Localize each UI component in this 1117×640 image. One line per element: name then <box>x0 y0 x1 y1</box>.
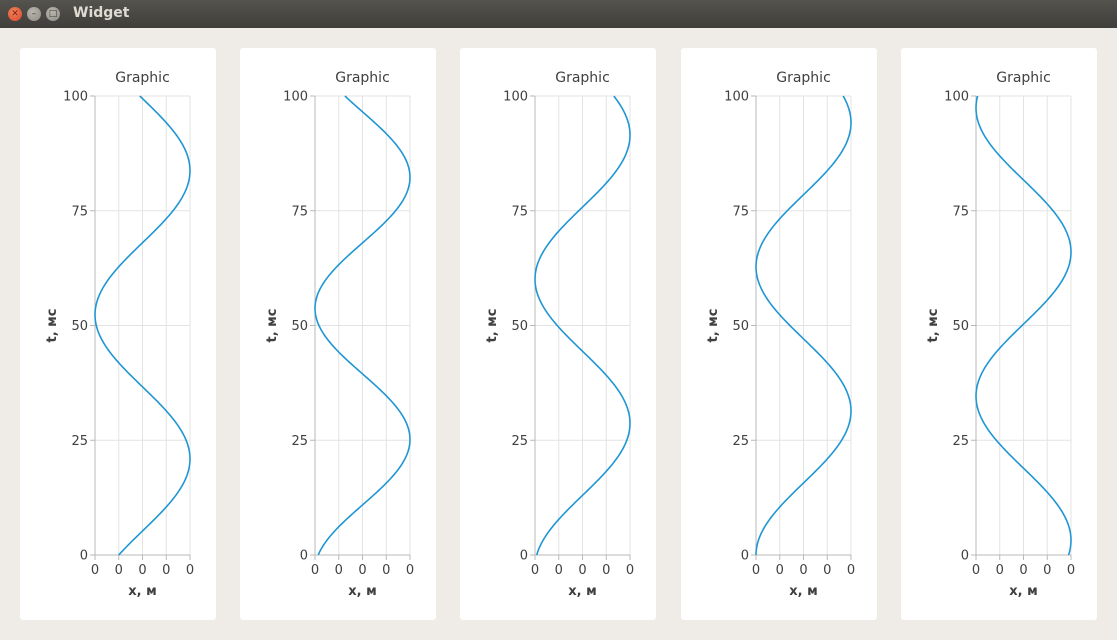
y-tick-label: 25 <box>291 434 308 449</box>
chart-title: Graphic <box>335 70 390 86</box>
y-tick-label: 75 <box>71 204 88 219</box>
chart-panel-1: Graphic 0 25 50 75 100 0 0 0 0 0 x, м t, мс <box>20 48 216 620</box>
y-tick-label: 0 <box>961 549 969 564</box>
x-tick-label: 0 <box>382 563 390 578</box>
y-tick-label: 75 <box>732 204 749 219</box>
x-tick-label: 0 <box>311 563 319 578</box>
data-series-line <box>534 95 631 556</box>
y-tick-label: 50 <box>71 319 88 334</box>
x-tick-label: 0 <box>358 563 366 578</box>
x-tick-label: 0 <box>752 563 760 578</box>
x-tick-label: 0 <box>115 563 123 578</box>
y-tick-label: 100 <box>63 90 88 105</box>
x-tick-label: 0 <box>1019 563 1027 578</box>
x-tick-label: 0 <box>996 563 1004 578</box>
close-window-button[interactable]: ✕ <box>8 7 22 21</box>
y-tick-label: 75 <box>511 204 528 219</box>
x-tick-label: 0 <box>162 563 170 578</box>
x-tick-label: 0 <box>626 563 634 578</box>
x-tick-label: 0 <box>602 563 610 578</box>
x-axis-label: x, м <box>568 584 596 599</box>
y-tick-label: 25 <box>511 434 528 449</box>
chart-panel-3: Graphic 0 25 50 75 100 0 0 0 0 0 x, м t, мс <box>460 48 656 620</box>
window-titlebar: ✕ – □ Widget <box>0 0 1117 28</box>
x-tick-label: 0 <box>186 563 194 578</box>
y-tick-label: 25 <box>732 434 749 449</box>
x-tick-label: 0 <box>531 563 539 578</box>
y-tick-label: 100 <box>503 90 528 105</box>
y-axis-label: t, мс <box>45 308 60 342</box>
y-tick-label: 0 <box>520 549 528 564</box>
y-tick-label: 25 <box>71 434 88 449</box>
x-tick-label: 0 <box>138 563 146 578</box>
data-series-line <box>975 95 1072 556</box>
y-tick-label: 100 <box>283 90 308 105</box>
y-tick-label: 100 <box>944 90 969 105</box>
y-tick-label: 75 <box>952 204 969 219</box>
y-axis-label: t, мс <box>265 308 280 342</box>
y-tick-label: 50 <box>952 319 969 334</box>
chart-panel-4: Graphic 0 25 50 75 100 0 0 0 0 0 x, м t, мс <box>681 48 877 620</box>
x-tick-label: 0 <box>847 563 855 578</box>
y-tick-label: 50 <box>511 319 528 334</box>
x-tick-label: 0 <box>406 563 414 578</box>
data-series-line <box>755 95 852 556</box>
maximize-window-button[interactable]: □ <box>46 7 60 21</box>
x-axis-label: x, м <box>789 584 817 599</box>
chart-title: Graphic <box>776 70 831 86</box>
y-tick-label: 50 <box>291 319 308 334</box>
data-series-line <box>94 95 191 556</box>
chart-title: Graphic <box>115 70 170 86</box>
y-tick-label: 0 <box>741 549 749 564</box>
x-tick-label: 0 <box>776 563 784 578</box>
x-tick-label: 0 <box>578 563 586 578</box>
y-tick-label: 25 <box>952 434 969 449</box>
chart-title: Graphic <box>555 70 610 86</box>
y-axis-label: t, мс <box>926 308 941 342</box>
x-axis-label: x, м <box>348 584 376 599</box>
x-tick-label: 0 <box>555 563 563 578</box>
data-series-line <box>314 95 411 556</box>
window-title: Widget <box>73 5 130 21</box>
x-tick-label: 0 <box>335 563 343 578</box>
x-tick-label: 0 <box>972 563 980 578</box>
x-tick-label: 0 <box>799 563 807 578</box>
y-tick-label: 0 <box>300 549 308 564</box>
x-axis-label: x, м <box>1009 584 1037 599</box>
y-axis-label: t, мс <box>706 308 721 342</box>
x-axis-label: x, м <box>128 584 156 599</box>
y-axis-label: t, мс <box>485 308 500 342</box>
y-tick-label: 0 <box>80 549 88 564</box>
x-tick-label: 0 <box>1067 563 1075 578</box>
y-tick-label: 100 <box>724 90 749 105</box>
x-tick-label: 0 <box>1043 563 1051 578</box>
chart-panel-5: Graphic 0 25 50 75 100 0 0 0 0 0 x, м t, мс <box>901 48 1097 620</box>
x-tick-label: 0 <box>823 563 831 578</box>
chart-title: Graphic <box>996 70 1051 86</box>
y-tick-label: 75 <box>291 204 308 219</box>
x-tick-label: 0 <box>91 563 99 578</box>
minimize-window-button[interactable]: – <box>27 7 41 21</box>
chart-panel-2: Graphic 0 25 50 75 100 0 0 0 0 0 x, м t, мс <box>240 48 436 620</box>
y-tick-label: 50 <box>732 319 749 334</box>
